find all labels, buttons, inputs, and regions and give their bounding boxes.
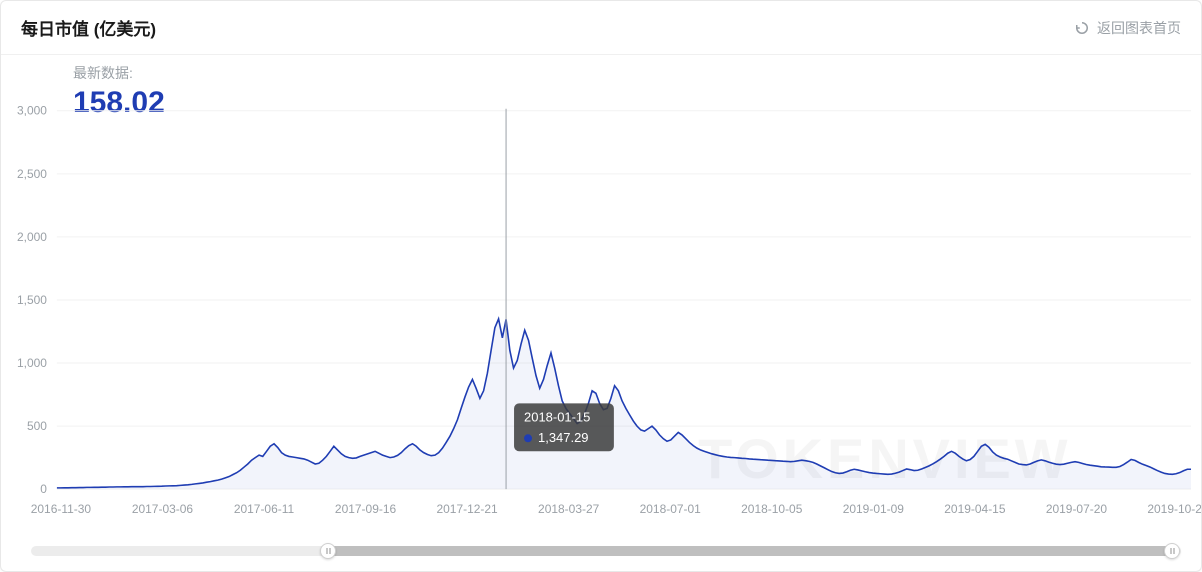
back-link-label: 返回图表首页 bbox=[1097, 18, 1181, 38]
svg-text:2,000: 2,000 bbox=[17, 230, 47, 244]
svg-text:2018-10-05: 2018-10-05 bbox=[741, 502, 803, 516]
svg-text:2018-07-01: 2018-07-01 bbox=[640, 502, 702, 516]
time-range-slider[interactable] bbox=[31, 543, 1181, 559]
chart-card: 每日市值 (亿美元) 返回图表首页 最新数据: 158.02 05001,000… bbox=[0, 0, 1202, 572]
svg-text:2019-07-20: 2019-07-20 bbox=[1046, 502, 1108, 516]
svg-text:2017-06-11: 2017-06-11 bbox=[234, 502, 295, 516]
svg-text:1,000: 1,000 bbox=[17, 356, 47, 370]
card-header: 每日市值 (亿美元) 返回图表首页 bbox=[1, 1, 1201, 55]
chart-svg: 05001,0001,5002,0002,5003,000TOKENVIEW20… bbox=[1, 55, 1201, 531]
slider-fill bbox=[328, 546, 1172, 556]
back-to-charts-link[interactable]: 返回图表首页 bbox=[1073, 18, 1181, 38]
chart-title: 每日市值 (亿美元) bbox=[21, 15, 156, 40]
svg-text:3,000: 3,000 bbox=[17, 104, 47, 118]
svg-text:2019-04-15: 2019-04-15 bbox=[944, 502, 1006, 516]
svg-text:2019-01-09: 2019-01-09 bbox=[843, 502, 905, 516]
slider-handle-left[interactable] bbox=[320, 543, 336, 559]
svg-text:2,500: 2,500 bbox=[17, 167, 47, 181]
svg-text:2017-03-06: 2017-03-06 bbox=[132, 502, 194, 516]
svg-text:2017-12-21: 2017-12-21 bbox=[437, 502, 499, 516]
svg-text:2016-11-30: 2016-11-30 bbox=[31, 502, 92, 516]
svg-text:2018-03-27: 2018-03-27 bbox=[538, 502, 600, 516]
slider-handle-right[interactable] bbox=[1164, 543, 1180, 559]
svg-text:1,347.29: 1,347.29 bbox=[538, 430, 588, 445]
svg-text:2019-10-24: 2019-10-24 bbox=[1147, 502, 1201, 516]
chart-plot-area[interactable]: 05001,0001,5002,0002,5003,000TOKENVIEW20… bbox=[1, 55, 1201, 531]
svg-text:2017-09-16: 2017-09-16 bbox=[335, 502, 397, 516]
svg-text:1,500: 1,500 bbox=[17, 293, 47, 307]
svg-text:500: 500 bbox=[27, 419, 47, 433]
undo-icon bbox=[1073, 19, 1091, 37]
svg-text:2018-01-15: 2018-01-15 bbox=[524, 409, 590, 424]
svg-text:0: 0 bbox=[40, 482, 47, 496]
